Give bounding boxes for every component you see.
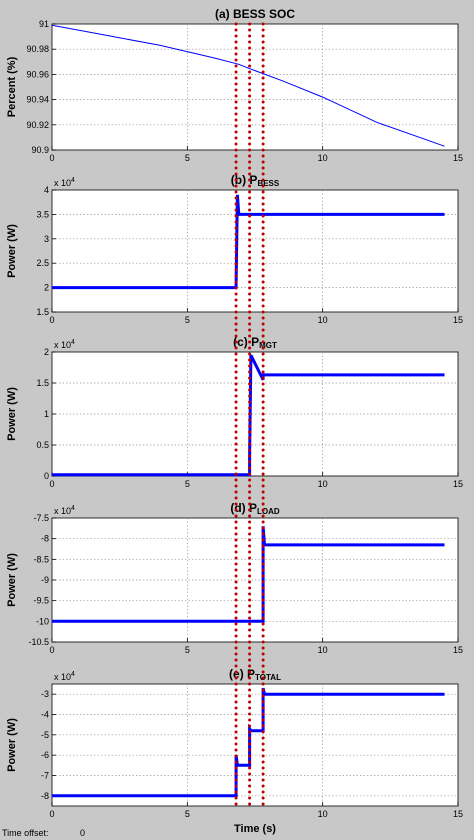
chart-panel-5: (e) PTOTAL 0 5 10 15 -8 -7 -6 -5 -4 -3 x 104 Power (… xyxy=(6,667,463,835)
y-tick-label: 90.96 xyxy=(26,69,49,79)
chart-title: (d) PLOAD xyxy=(230,501,280,516)
x-tick-label: 5 xyxy=(185,479,190,489)
plot-area xyxy=(51,23,459,151)
y-tick-label: 90.98 xyxy=(26,44,49,54)
x-tick-label: 0 xyxy=(49,645,54,655)
plot-area xyxy=(51,189,459,313)
y-tick-label: 1 xyxy=(44,409,49,419)
time-offset-value: 0 xyxy=(80,828,85,838)
x-tick-label: 5 xyxy=(185,809,190,819)
y-tick-label: 2.5 xyxy=(36,258,49,268)
y-tick-label: 2 xyxy=(44,347,49,357)
y-axis-label: Power (W) xyxy=(6,718,18,772)
axis-exponent: x 104 xyxy=(54,671,75,682)
x-tick-label: 15 xyxy=(453,645,463,655)
y-tick-label: -3 xyxy=(41,689,49,699)
y-tick-label: -7 xyxy=(41,771,49,781)
y-tick-label: 3.5 xyxy=(36,209,49,219)
axis-exponent-power: 4 xyxy=(71,177,75,184)
x-tick-label: 0 xyxy=(49,315,54,325)
y-tick-label: 1.5 xyxy=(36,307,49,317)
y-axis-label: Power (W) xyxy=(6,387,18,441)
y-tick-label: 3 xyxy=(44,234,49,244)
x-axis-label: Time (s) xyxy=(234,823,276,835)
y-tick-label: -9 xyxy=(41,575,49,585)
chart-title-subscript: TOTAL xyxy=(255,673,281,682)
plot-area xyxy=(51,683,459,807)
y-tick-label: 4 xyxy=(44,185,49,195)
x-tick-label: 15 xyxy=(453,315,463,325)
y-tick-label: 1.5 xyxy=(36,378,49,388)
axis-exponent-power: 4 xyxy=(71,671,75,678)
series-line xyxy=(52,526,445,623)
y-tick-label: -8.5 xyxy=(33,554,49,564)
axis-exponent: x 104 xyxy=(54,339,75,350)
y-tick-label: 0 xyxy=(44,471,49,481)
chart-title: (c) PMGT xyxy=(233,335,277,350)
chart-title: (e) PTOTAL xyxy=(229,667,281,682)
y-axis-label: Power (W) xyxy=(6,553,18,607)
x-tick-label: 0 xyxy=(49,479,54,489)
axis-exponent-power: 4 xyxy=(71,339,75,346)
x-tick-label: 15 xyxy=(453,479,463,489)
y-tick-label: 91 xyxy=(39,19,49,29)
y-tick-label: 90.94 xyxy=(26,95,49,105)
x-tick-label: 5 xyxy=(185,645,190,655)
series-line xyxy=(51,24,445,147)
chart-title-subscript: BESS xyxy=(257,179,279,188)
axis-exponent-power: 4 xyxy=(71,505,75,512)
y-tick-label: -6 xyxy=(41,750,49,760)
y-axis-label: Power (W) xyxy=(6,224,18,278)
x-tick-label: 10 xyxy=(318,645,328,655)
x-tick-label: 0 xyxy=(49,153,54,163)
chart-panel-3: (c) PMGT 0 5 10 15 0 0.5 1 1.5 2 x 104 Power (W) xyxy=(6,335,463,489)
x-tick-label: 15 xyxy=(453,153,463,163)
y-tick-label: 90.92 xyxy=(26,120,49,130)
y-axis-label: Percent (%) xyxy=(6,56,18,117)
y-tick-label: -4 xyxy=(41,710,49,720)
x-tick-label: 10 xyxy=(318,153,328,163)
chart-panel-4: (d) PLOAD 0 5 10 15 -10.5 -10 -9.5 -9 -8.5 -8 -7.5 x… xyxy=(6,501,463,655)
chart-title-subscript: MGT xyxy=(259,341,277,350)
x-tick-label: 10 xyxy=(318,809,328,819)
y-tick-label: -10.5 xyxy=(28,637,49,647)
y-tick-label: -7.5 xyxy=(33,513,49,523)
axis-exponent: x 104 xyxy=(54,177,75,188)
chart-title-subscript: LOAD xyxy=(257,507,280,516)
x-tick-label: 0 xyxy=(49,809,54,819)
y-tick-label: -9.5 xyxy=(33,596,49,606)
chart-panel-1: (a) BESS SOC 0 5 10 15 90.9 90.92 90.94 90.96 90.… xyxy=(6,7,463,163)
y-tick-label: 0.5 xyxy=(36,440,49,450)
y-tick-label: -5 xyxy=(41,730,49,740)
x-tick-label: 10 xyxy=(318,315,328,325)
chart-title: (b) PBESS xyxy=(231,173,280,188)
y-tick-label: 2 xyxy=(44,283,49,293)
chart-title: (a) BESS SOC xyxy=(215,7,295,21)
y-tick-label: -8 xyxy=(41,534,49,544)
y-tick-label: 90.9 xyxy=(31,145,49,155)
x-tick-label: 5 xyxy=(185,153,190,163)
x-tick-label: 5 xyxy=(185,315,190,325)
event-markers xyxy=(234,22,265,808)
x-tick-label: 10 xyxy=(318,479,328,489)
axis-exponent: x 104 xyxy=(54,505,75,516)
y-tick-label: -10 xyxy=(36,616,49,626)
x-tick-label: 15 xyxy=(453,809,463,819)
y-tick-label: -8 xyxy=(41,791,49,801)
time-offset-label: Time offset: xyxy=(2,828,49,838)
